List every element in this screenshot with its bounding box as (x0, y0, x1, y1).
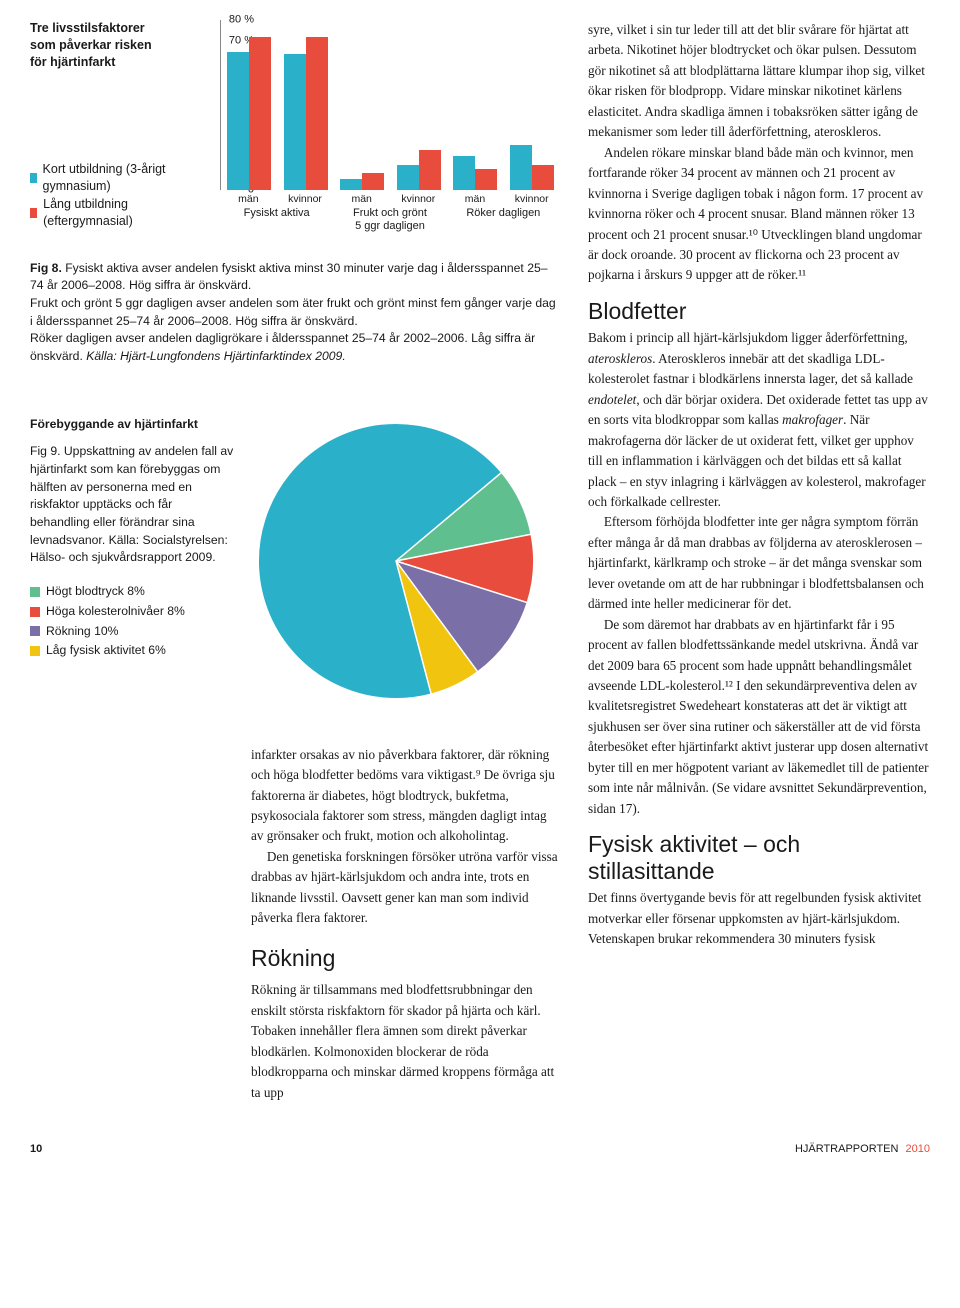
bar (362, 173, 384, 190)
legend-item: Höga kolesterolnivåer 8% (30, 603, 235, 621)
body-right-p1: syre, vilket i sin tur leder till att de… (588, 20, 930, 143)
body-left-p2: Den genetiska forskningen försöker utrön… (251, 847, 560, 929)
heading-blodfetter: Blodfetter (588, 298, 930, 324)
heading-rokning: Rökning (251, 941, 560, 977)
fig8-block: Tre livsstilsfaktorer som påverkar riske… (30, 20, 560, 234)
legend-item: Kort utbildning (3-årigt gymnasium) (30, 161, 170, 195)
footer-year: 2010 (906, 1143, 930, 1155)
bar-pair (447, 20, 504, 190)
fig9-title: Förebyggande av hjärtinfarkt (30, 416, 235, 434)
footer-right: HJÄRTRAPPORTEN 2010 (795, 1143, 930, 1155)
bar (340, 179, 362, 190)
fig8-caption-source: Källa: Hjärt-Lungfondens Hjärtinfarktind… (86, 349, 345, 363)
page-number: 10 (30, 1143, 42, 1155)
fig9-sidebar: Förebyggande av hjärtinfarkt Fig 9. Upps… (30, 416, 235, 662)
bar-pair (504, 20, 561, 190)
heading-fysisk: Fysisk aktivitet – och stillasittande (588, 831, 930, 884)
bar (419, 150, 441, 190)
bar-pair (334, 20, 391, 190)
body-left-p1: infarkter orsakas av nio påverkbara fakt… (251, 745, 560, 847)
fig9-caption: Fig 9. Uppskattning av andelen fall av h… (30, 443, 235, 567)
left-column: Tre livsstilsfaktorer som påverkar riske… (30, 20, 560, 1103)
fig8-legend: Kort utbildning (3-årigt gymnasium)Lång … (30, 161, 170, 231)
legend-item: Högt blodtryck 8% (30, 583, 235, 601)
body-right-p5: De som däremot har drabbats av en hjärti… (588, 615, 930, 820)
bar (284, 54, 306, 190)
fig8-caption-label: Fig 8. (30, 261, 62, 275)
body-left-p3: Rökning är tillsammans med blodfettsrubb… (251, 980, 560, 1103)
body-right-p2: Andelen rökare minskar bland både män oc… (588, 143, 930, 286)
bar-pair (278, 20, 335, 190)
legend-item: Lång utbildning (eftergymnasial) (30, 196, 170, 230)
body-right-p6: Det finns övertygande bevis för att rege… (588, 888, 930, 949)
body-right-p4: Eftersom förhöjda blodfetter inte ger nå… (588, 512, 930, 614)
fig9-pie-wrap (251, 416, 560, 711)
bar (227, 52, 249, 190)
fig8-chart: 010 %20 %30 %40 %50 %60 %70 %80 % mänkvi… (182, 20, 560, 234)
footer-label: HJÄRTRAPPORTEN (795, 1143, 899, 1155)
fig8-title: Tre livsstilsfaktorer som påverkar riske… (30, 20, 170, 71)
fig8-caption-text: Fysiskt aktiva avser andelen fysiskt akt… (30, 261, 556, 363)
fig9-legend: Högt blodtryck 8% Höga kolesterolnivåer 8… (30, 583, 235, 660)
right-column: syre, vilket i sin tur leder till att de… (588, 20, 930, 1103)
bar (510, 145, 532, 190)
fig8-bars (220, 20, 560, 190)
body-right-p3: Bakom i princip all hjärt-kärlsjukdom li… (588, 328, 930, 512)
bar (475, 169, 497, 190)
body-left: infarkter orsakas av nio påverkbara fakt… (235, 745, 560, 1103)
bar (397, 165, 419, 191)
bar (532, 165, 554, 191)
bar (453, 156, 475, 190)
legend-item: Rökning 10% (30, 623, 235, 641)
fig8-x-groups: Fysiskt aktivaFrukt och grönt5 ggr dagli… (220, 207, 560, 233)
bar (306, 37, 328, 190)
bar-pair (221, 20, 278, 190)
fig9-pie-svg (251, 416, 541, 706)
fig9-block: Förebyggande av hjärtinfarkt Fig 9. Upps… (30, 416, 560, 711)
bar (249, 37, 271, 190)
legend-item: Låg fysisk aktivitet 6% (30, 642, 235, 660)
bar-pair (391, 20, 448, 190)
fig9-caption-label: Fig 9. (30, 444, 60, 458)
fig8-caption: Fig 8. Fysiskt aktiva avser andelen fysi… (30, 260, 560, 366)
fig8-x-labels: mänkvinnormänkvinnormänkvinnor (220, 192, 560, 206)
fig9-caption-text: Uppskattning av andelen fall av hjärtinf… (30, 444, 233, 546)
fig8-sidebar: Tre livsstilsfaktorer som påverkar riske… (30, 20, 170, 234)
page-root: Tre livsstilsfaktorer som påverkar riske… (30, 20, 930, 1103)
footer: 10 HJÄRTRAPPORTEN 2010 (30, 1143, 930, 1155)
